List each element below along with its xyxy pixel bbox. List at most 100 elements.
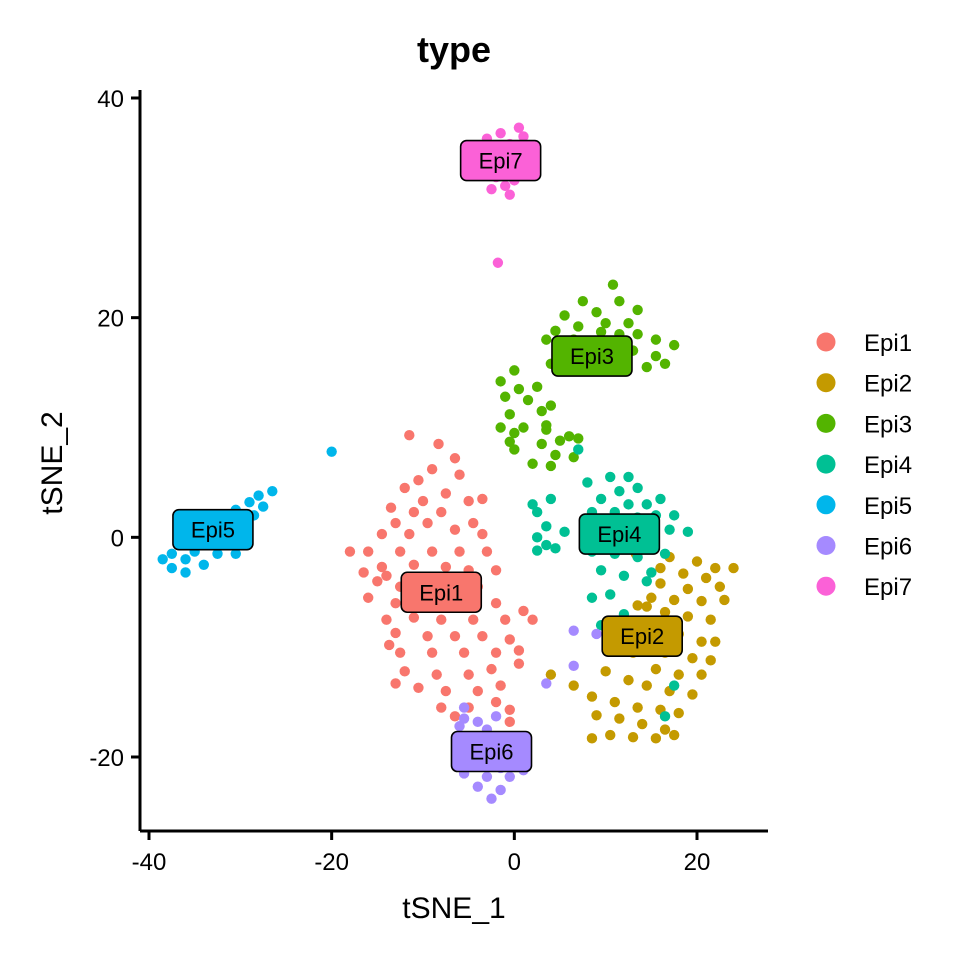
data-point: [490, 565, 502, 576]
cluster-label-text: Epi5: [191, 518, 235, 543]
data-point: [682, 611, 694, 622]
data-point: [527, 458, 538, 469]
data-point: [728, 562, 739, 574]
data-point: [426, 647, 438, 658]
data-point: [472, 685, 483, 697]
data-point: [390, 678, 401, 689]
data-point: [641, 680, 652, 691]
legend-key: [816, 332, 836, 352]
data-point: [212, 548, 223, 560]
data-point: [605, 471, 616, 483]
data-point: [641, 361, 652, 373]
data-point: [714, 581, 726, 592]
data-point: [668, 729, 680, 741]
data-point: [504, 716, 515, 728]
data-point: [495, 784, 506, 796]
cluster-label-box: [459, 139, 542, 182]
data-point: [577, 295, 589, 307]
data-point: [614, 486, 625, 497]
data-point: [431, 669, 442, 680]
legend-key: [816, 373, 836, 393]
data-point: [531, 381, 543, 393]
data-point: [486, 183, 497, 195]
data-point: [513, 658, 525, 669]
data-point: [518, 131, 529, 142]
data-point: [668, 510, 680, 521]
data-point: [422, 517, 433, 529]
data-point: [436, 702, 447, 713]
data-point: [659, 724, 671, 735]
data-point: [454, 546, 465, 557]
data-point: [518, 422, 529, 433]
data-point: [463, 495, 474, 507]
data-point: [609, 696, 620, 708]
data-point: [600, 666, 611, 677]
data-point: [481, 771, 493, 782]
data-point: [230, 548, 241, 560]
data-point: [509, 427, 520, 439]
data-point: [568, 660, 579, 672]
data-point: [522, 394, 534, 406]
x-tick-label: 0: [508, 849, 521, 876]
data-point: [180, 567, 191, 578]
data-point: [253, 490, 264, 501]
cluster-label-text: Epi3: [570, 344, 614, 369]
data-point: [696, 669, 707, 680]
data-point: [541, 539, 552, 551]
data-point: [650, 663, 662, 675]
data-point: [550, 325, 561, 337]
x-tick-label: -40: [132, 849, 167, 876]
data-point: [623, 674, 634, 686]
data-point: [198, 559, 209, 570]
data-point: [550, 543, 561, 554]
data-point: [586, 691, 598, 702]
data-point: [632, 702, 643, 713]
data-point: [632, 304, 643, 316]
data-point: [404, 528, 415, 540]
data-point: [541, 334, 552, 345]
data-point: [513, 383, 525, 395]
data-point: [650, 334, 662, 345]
data-point: [500, 614, 511, 625]
data-point: [531, 545, 543, 556]
data-point: [595, 565, 607, 576]
data-point: [376, 561, 388, 573]
data-point: [591, 628, 602, 640]
data-point: [573, 444, 584, 455]
data-point: [568, 680, 579, 691]
data-point: [536, 405, 547, 417]
cluster-label-epi2: Epi2: [601, 615, 684, 657]
cluster-label-epi4: Epi4: [578, 513, 661, 555]
y-tick-label: 0: [111, 525, 124, 552]
data-point: [267, 486, 278, 497]
cluster-labels-layer: Epi1 Epi2 Epi3 Epi4 Epi5 Epi6 Epi7: [172, 139, 684, 773]
data-point: [668, 594, 680, 606]
data-point: [344, 546, 356, 557]
cluster-label-box: [601, 615, 684, 657]
data-point: [659, 606, 671, 618]
data-point: [655, 578, 666, 589]
cluster-label-epi5: Epi5: [172, 508, 254, 551]
cluster-label-epi6: Epi6: [450, 730, 533, 773]
data-point: [413, 475, 424, 486]
data-point: [623, 499, 634, 510]
legend-label: Epi2: [864, 371, 912, 398]
data-point: [595, 493, 607, 505]
data-point: [166, 548, 178, 560]
data-point: [454, 721, 465, 732]
data-point: [381, 570, 392, 581]
data-point: [180, 554, 191, 565]
data-point: [605, 589, 616, 600]
data-point: [257, 501, 269, 512]
data-point: [477, 528, 488, 540]
data-point: [600, 317, 611, 329]
data-point: [436, 506, 447, 518]
data-point: [655, 493, 666, 505]
x-axis-title: tSNE_1: [402, 892, 505, 925]
data-point: [550, 449, 561, 461]
data-point: [408, 612, 420, 623]
data-point: [504, 704, 515, 715]
data-point: [495, 127, 506, 139]
data-point: [449, 524, 461, 535]
data-point: [166, 562, 178, 574]
